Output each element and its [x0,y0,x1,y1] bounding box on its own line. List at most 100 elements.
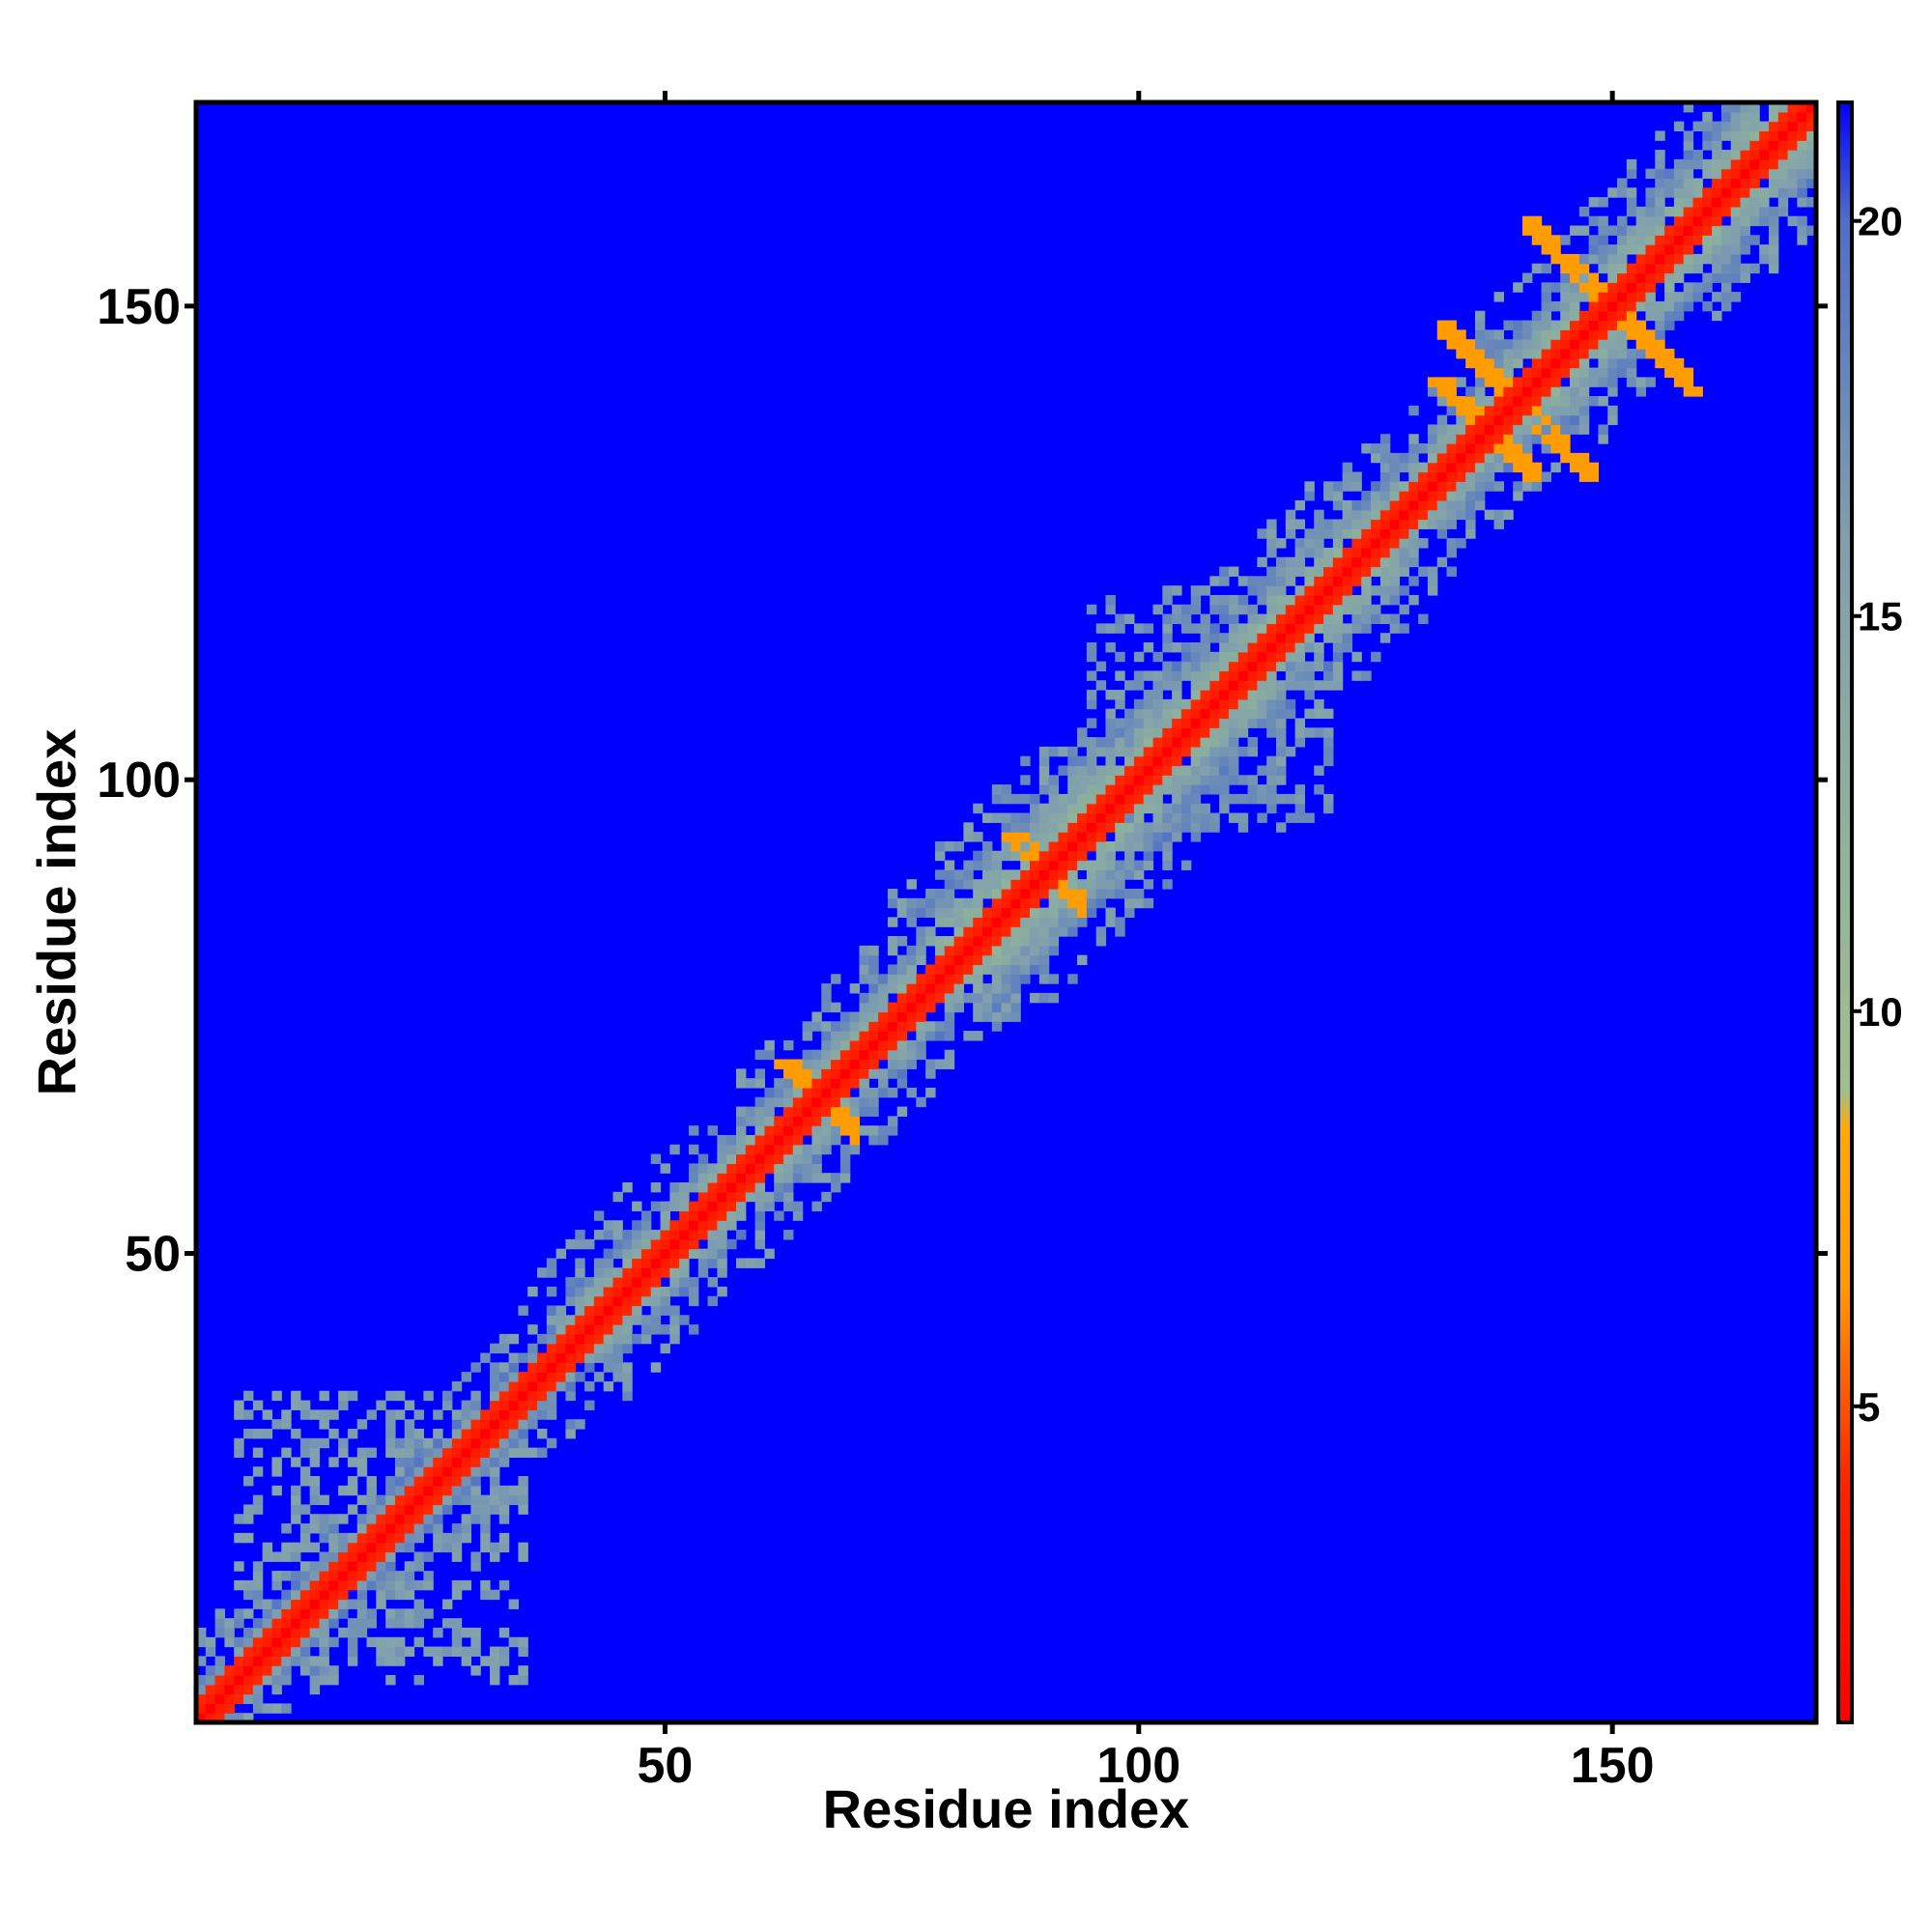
heatmap-cell [802,1125,813,1136]
heatmap-cell [461,1656,472,1666]
heatmap-cell [1787,130,1798,141]
heatmap-cell [1607,377,1618,387]
heatmap-cell [1067,832,1078,842]
heatmap-cell [1124,832,1135,842]
heatmap-cell [1626,158,1637,170]
heatmap-cell [1541,471,1552,482]
heatmap-cell [736,1230,747,1240]
heatmap-cell [1645,348,1656,359]
heatmap-cell [366,1608,377,1619]
heatmap-cell [906,964,917,975]
heatmap-cell [214,1713,226,1723]
heatmap-cell [1749,150,1760,160]
heatmap-cell [783,1078,794,1089]
heatmap-cell [1371,528,1381,539]
heatmap-cell [281,1589,292,1601]
heatmap-cell [1314,538,1324,549]
heatmap-cell [441,1542,453,1553]
heatmap-cell [451,1542,463,1553]
heatmap-cell [859,954,869,966]
heatmap-cell [441,1437,453,1449]
heatmap-cell [224,1665,235,1676]
heatmap-cell [792,1210,804,1221]
heatmap-cell [1560,348,1571,359]
heatmap-cell [1560,386,1571,397]
heatmap-cell [1152,718,1163,728]
heatmap-cell [347,1599,358,1609]
heatmap-cell [973,907,983,919]
heatmap-cell [1749,130,1760,141]
heatmap-cell [1570,292,1580,302]
heatmap-cell [736,1153,747,1164]
heatmap-cell [1408,538,1419,549]
heatmap-cell [490,1400,500,1410]
heatmap-cell [1712,263,1722,274]
heatmap-cell [1314,594,1324,606]
heatmap-cell [555,1305,567,1316]
heatmap-cell [1190,784,1202,795]
heatmap-cell [1531,424,1543,435]
heatmap-cell [896,936,908,947]
heatmap-cell [944,983,955,994]
heatmap-cell [1067,897,1078,909]
heatmap-cell [1550,282,1561,293]
heatmap-cell [1162,661,1173,672]
heatmap-cell [508,1599,520,1609]
heatmap-cell [1342,471,1353,482]
heatmap-cell [1086,822,1097,833]
heatmap-cell [1219,633,1230,643]
heatmap-cell [243,1665,254,1676]
heatmap-cell [1361,585,1372,596]
heatmap-cell [1086,803,1097,814]
heatmap-cell [271,1684,282,1695]
heatmap-cell [1740,111,1750,123]
heatmap-cell [1655,357,1665,369]
heatmap-cell [896,1002,908,1013]
heatmap-cell [1228,651,1239,663]
heatmap-cell [1276,737,1287,748]
heatmap-cell [1408,499,1419,511]
heatmap-cell [508,1372,520,1382]
heatmap-cell [688,1173,699,1183]
heatmap-cell [299,1579,311,1591]
heatmap-cell [243,1589,254,1601]
heatmap-cell [1456,481,1466,492]
heatmap-cell [575,1324,585,1335]
heatmap-cell [1493,357,1504,369]
heatmap-cell [1228,661,1239,672]
heatmap-cell [252,1579,264,1591]
heatmap-cell [1105,879,1116,890]
heatmap-cell [754,1096,766,1108]
heatmap-cell [839,1163,851,1174]
heatmap-cell [754,1116,766,1126]
heatmap-cell [868,983,879,994]
heatmap-cell [413,1437,424,1449]
heatmap-cell [394,1523,406,1534]
heatmap-cell [527,1419,538,1430]
heatmap-cell [271,1571,282,1581]
heatmap-cell [792,1201,804,1212]
heatmap-cell [603,1315,614,1325]
heatmap-cell [546,1409,557,1420]
heatmap-cell [1389,576,1401,586]
heatmap-cell [1446,339,1457,350]
heatmap-cell [839,1096,851,1108]
heatmap-cell [366,1494,377,1506]
heatmap-cell [1351,566,1362,577]
heatmap-cell [205,1703,216,1714]
heatmap-cell [764,1039,775,1051]
heatmap-cell [831,1078,841,1089]
heatmap-cell [498,1457,510,1467]
heatmap-cell [1143,746,1154,757]
heatmap-cell [669,1230,680,1240]
heatmap-cell [575,1305,585,1316]
heatmap-cell [697,1201,709,1212]
heatmap-cell [1001,945,1012,956]
heatmap-cell [234,1636,244,1648]
heatmap-cell [441,1457,453,1467]
heatmap-cell [584,1277,595,1288]
heatmap-cell [1578,263,1590,274]
heatmap-cell [243,1693,254,1704]
heatmap-cell [299,1447,311,1459]
heatmap-cell [394,1504,406,1515]
